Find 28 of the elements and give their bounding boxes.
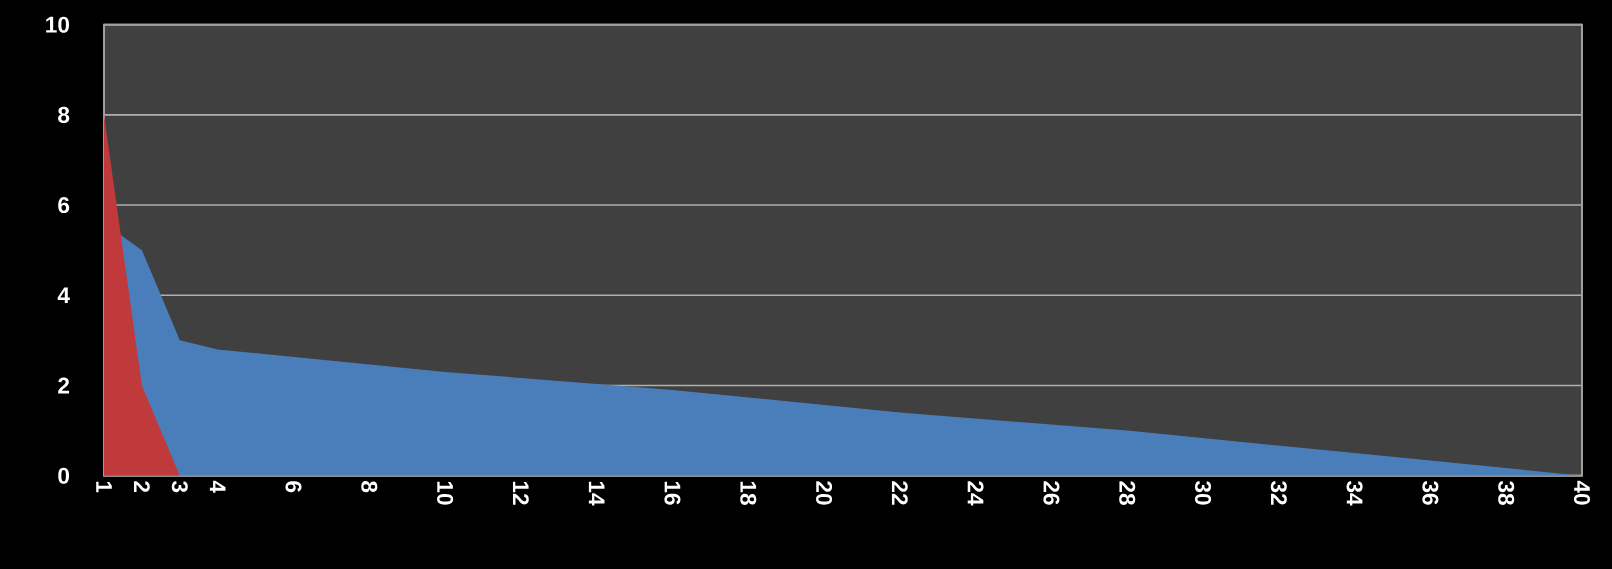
x-tick-label: 14 [588,481,605,506]
x-tick-label: 20 [816,481,833,505]
x-tick-label: 34 [1346,480,1363,506]
y-tick-label: 4 [57,287,70,304]
y-tick-label: 10 [46,16,70,33]
x-tick-label: 4 [209,480,226,493]
x-tick-label: 40 [1573,480,1591,505]
x-tick-label: 10 [437,481,454,505]
y-tick-label: 6 [58,197,70,214]
x-tick-label: 38 [1498,480,1515,505]
x-tick-label: 36 [1422,480,1439,505]
y-tick-label: 8 [58,106,70,123]
x-tick-label: 8 [361,481,378,493]
x-tick-label: 18 [740,481,757,505]
x-tick-label: 2 [133,481,150,493]
x-tick-label: 30 [1194,480,1212,505]
x-tick-label: 24 [967,481,984,506]
y-tick-label: 0 [58,467,70,484]
y-tick-label: 2 [58,377,70,394]
x-tick-label: 28 [1119,481,1136,505]
x-tick-label: 22 [891,481,908,505]
x-tick-label: 32 [1270,480,1287,505]
x-tick-label: 12 [512,481,529,505]
x-tick-label: 6 [285,481,302,493]
x-tick-label: 3 [171,480,188,493]
x-tick-label: 16 [664,481,681,505]
x-tick-label: 1 [96,481,112,493]
x-tick-label: 26 [1043,481,1060,505]
